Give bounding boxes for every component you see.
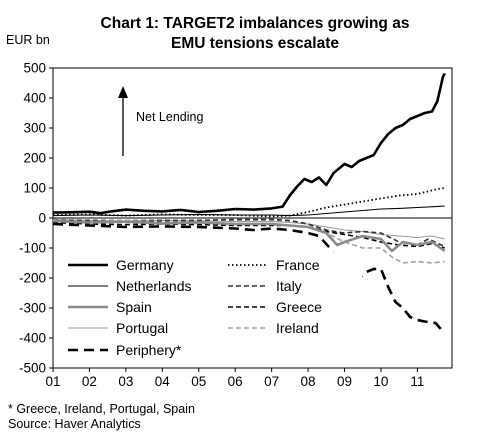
y-tick-label: 300 (23, 121, 46, 136)
legend-label-ireland: Ireland (276, 320, 319, 336)
y-tick-label: 400 (23, 91, 46, 106)
x-tick-label: 09 (337, 374, 352, 389)
series-line-greece (52, 221, 445, 249)
x-tick-label: 03 (118, 374, 133, 389)
legend-label-france: France (276, 257, 320, 273)
x-tick-label: 01 (45, 374, 60, 389)
chart-title-line2: EMU tensions escalate (171, 35, 339, 52)
x-tick-label: 07 (264, 374, 279, 389)
x-tick-label: 06 (228, 374, 243, 389)
y-tick-label: 200 (23, 151, 46, 166)
y-tick-label: 500 (23, 61, 46, 76)
legend-label-greece: Greece (276, 299, 322, 315)
chart-title-line1: Chart 1: TARGET2 imbalances growing as (100, 15, 410, 32)
legend-label-germany: Germany (116, 257, 174, 273)
y-tick-label: -200 (19, 271, 46, 286)
x-tick-label: 04 (155, 374, 171, 389)
footnote-periphery-definition: * Greece, Ireland, Portugal, Spain (8, 402, 195, 416)
series-line-germany (52, 72, 446, 215)
legend-background (62, 252, 362, 364)
footnote-source: Source: Haver Analytics (8, 417, 141, 431)
footnote: * Greece, Ireland, Portugal, Spain Sourc… (8, 402, 195, 432)
net-lending-arrow-head (118, 86, 128, 98)
legend-label-italy: Italy (276, 278, 302, 294)
series-line-france (52, 187, 445, 218)
y-tick-label: -400 (19, 331, 46, 346)
x-tick-label: 05 (191, 374, 206, 389)
y-axis-unit-label: EUR bn (6, 33, 50, 47)
x-tick-label: 11 (410, 374, 424, 389)
chart-title: Chart 1: TARGET2 imbalances growing as E… (60, 14, 450, 54)
y-tick-label: 0 (38, 211, 46, 226)
legend-label-spain: Spain (116, 299, 152, 315)
legend-label-periphery: Periphery* (116, 342, 182, 358)
x-tick-label: 02 (82, 374, 97, 389)
y-tick-label: -100 (19, 241, 46, 256)
legend-label-portugal: Portugal (116, 320, 168, 336)
series-line-spain (52, 219, 446, 253)
y-tick-label: -300 (19, 301, 46, 316)
x-tick-label: 08 (301, 374, 316, 389)
legend-label-netherlands: Netherlands (116, 278, 192, 294)
net-lending-label: Net Lending (136, 110, 203, 124)
x-tick-label: 10 (373, 374, 388, 389)
y-tick-label: -500 (19, 361, 46, 376)
y-tick-label: 100 (23, 181, 46, 196)
